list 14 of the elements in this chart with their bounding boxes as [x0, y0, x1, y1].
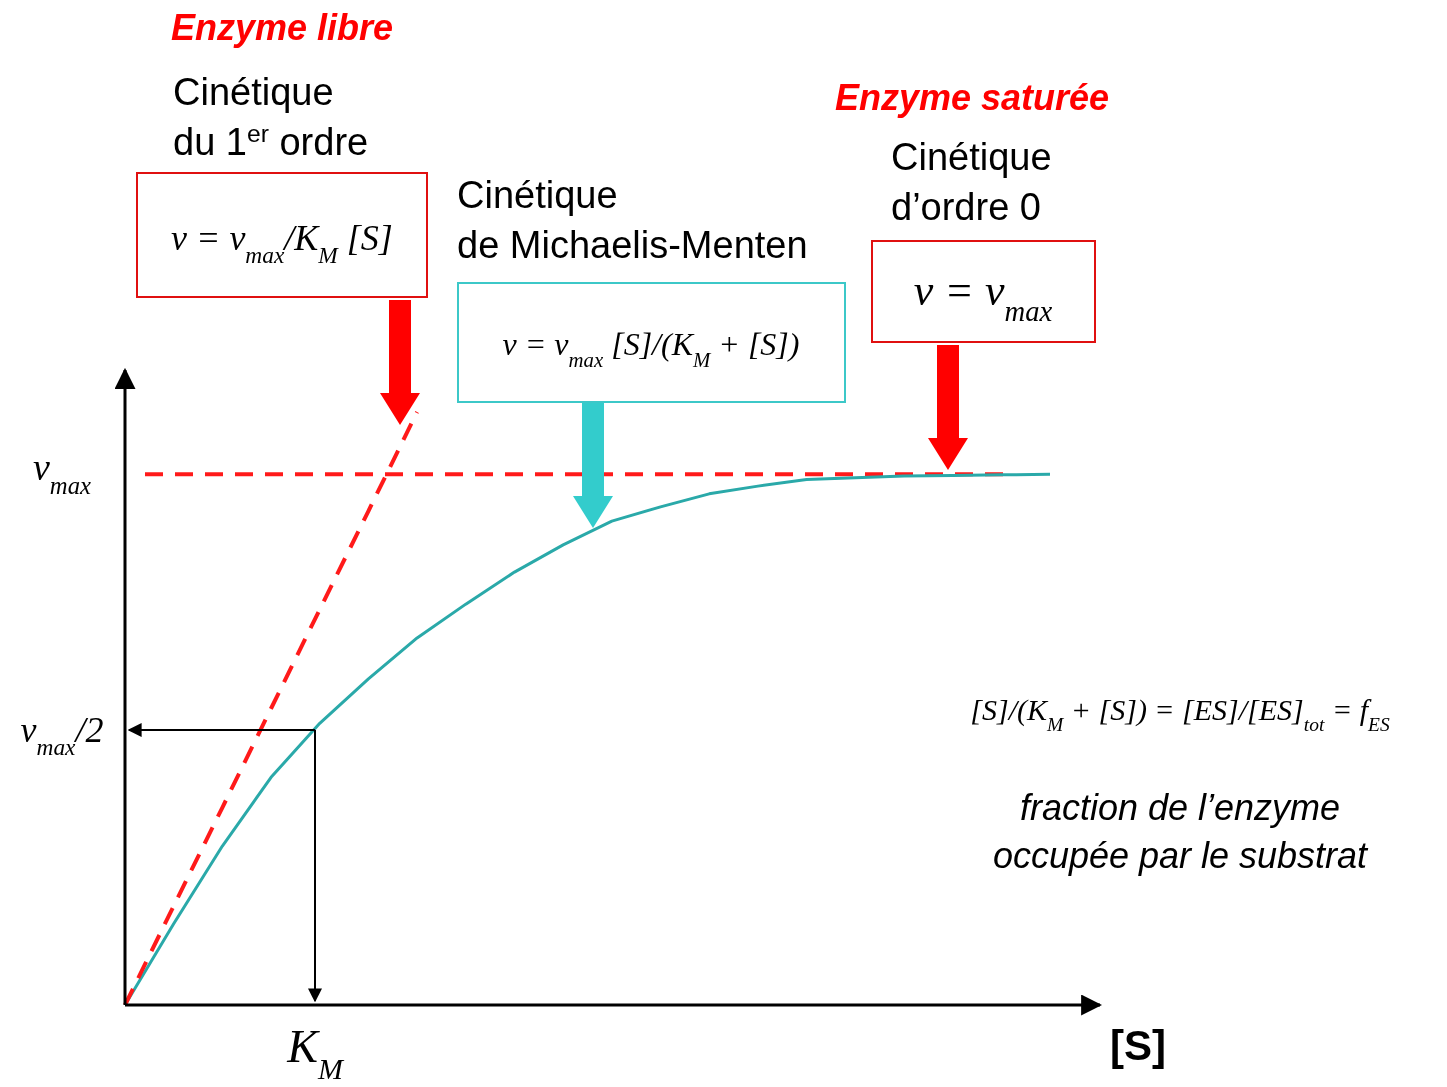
annotation: [S]/(K$_{M}$ + [S]) = [ES]/[ES]$_{tot}$ = f$_{ES}$ [970, 693, 1390, 735]
text: Cinétique du 1$^{er}$ ordre [173, 71, 369, 164]
text: Enzyme libre [170, 7, 394, 48]
text: v$_{max}$/2 [20, 710, 104, 760]
text: v = v$_{max}$/K$_{M}$ [S] [171, 218, 393, 268]
text: v = v$_{max}$ [913, 266, 1053, 327]
text: v = v$_{max}$ [S]/(K$_{M}$ + [S]) [502, 326, 800, 371]
text: K$_{M}$ [286, 1021, 345, 1085]
x-axis-title: [S] [1110, 1022, 1166, 1069]
text: Enzyme saturée [834, 77, 1110, 118]
text: Cinétique de Michaelis-Menten [457, 174, 808, 267]
text: Cinétique d’ordre 0 [891, 136, 1052, 229]
annotation: fraction de l’enzyme occupée par le substrat [992, 787, 1370, 876]
text: v$_{max}$ [32, 446, 92, 499]
